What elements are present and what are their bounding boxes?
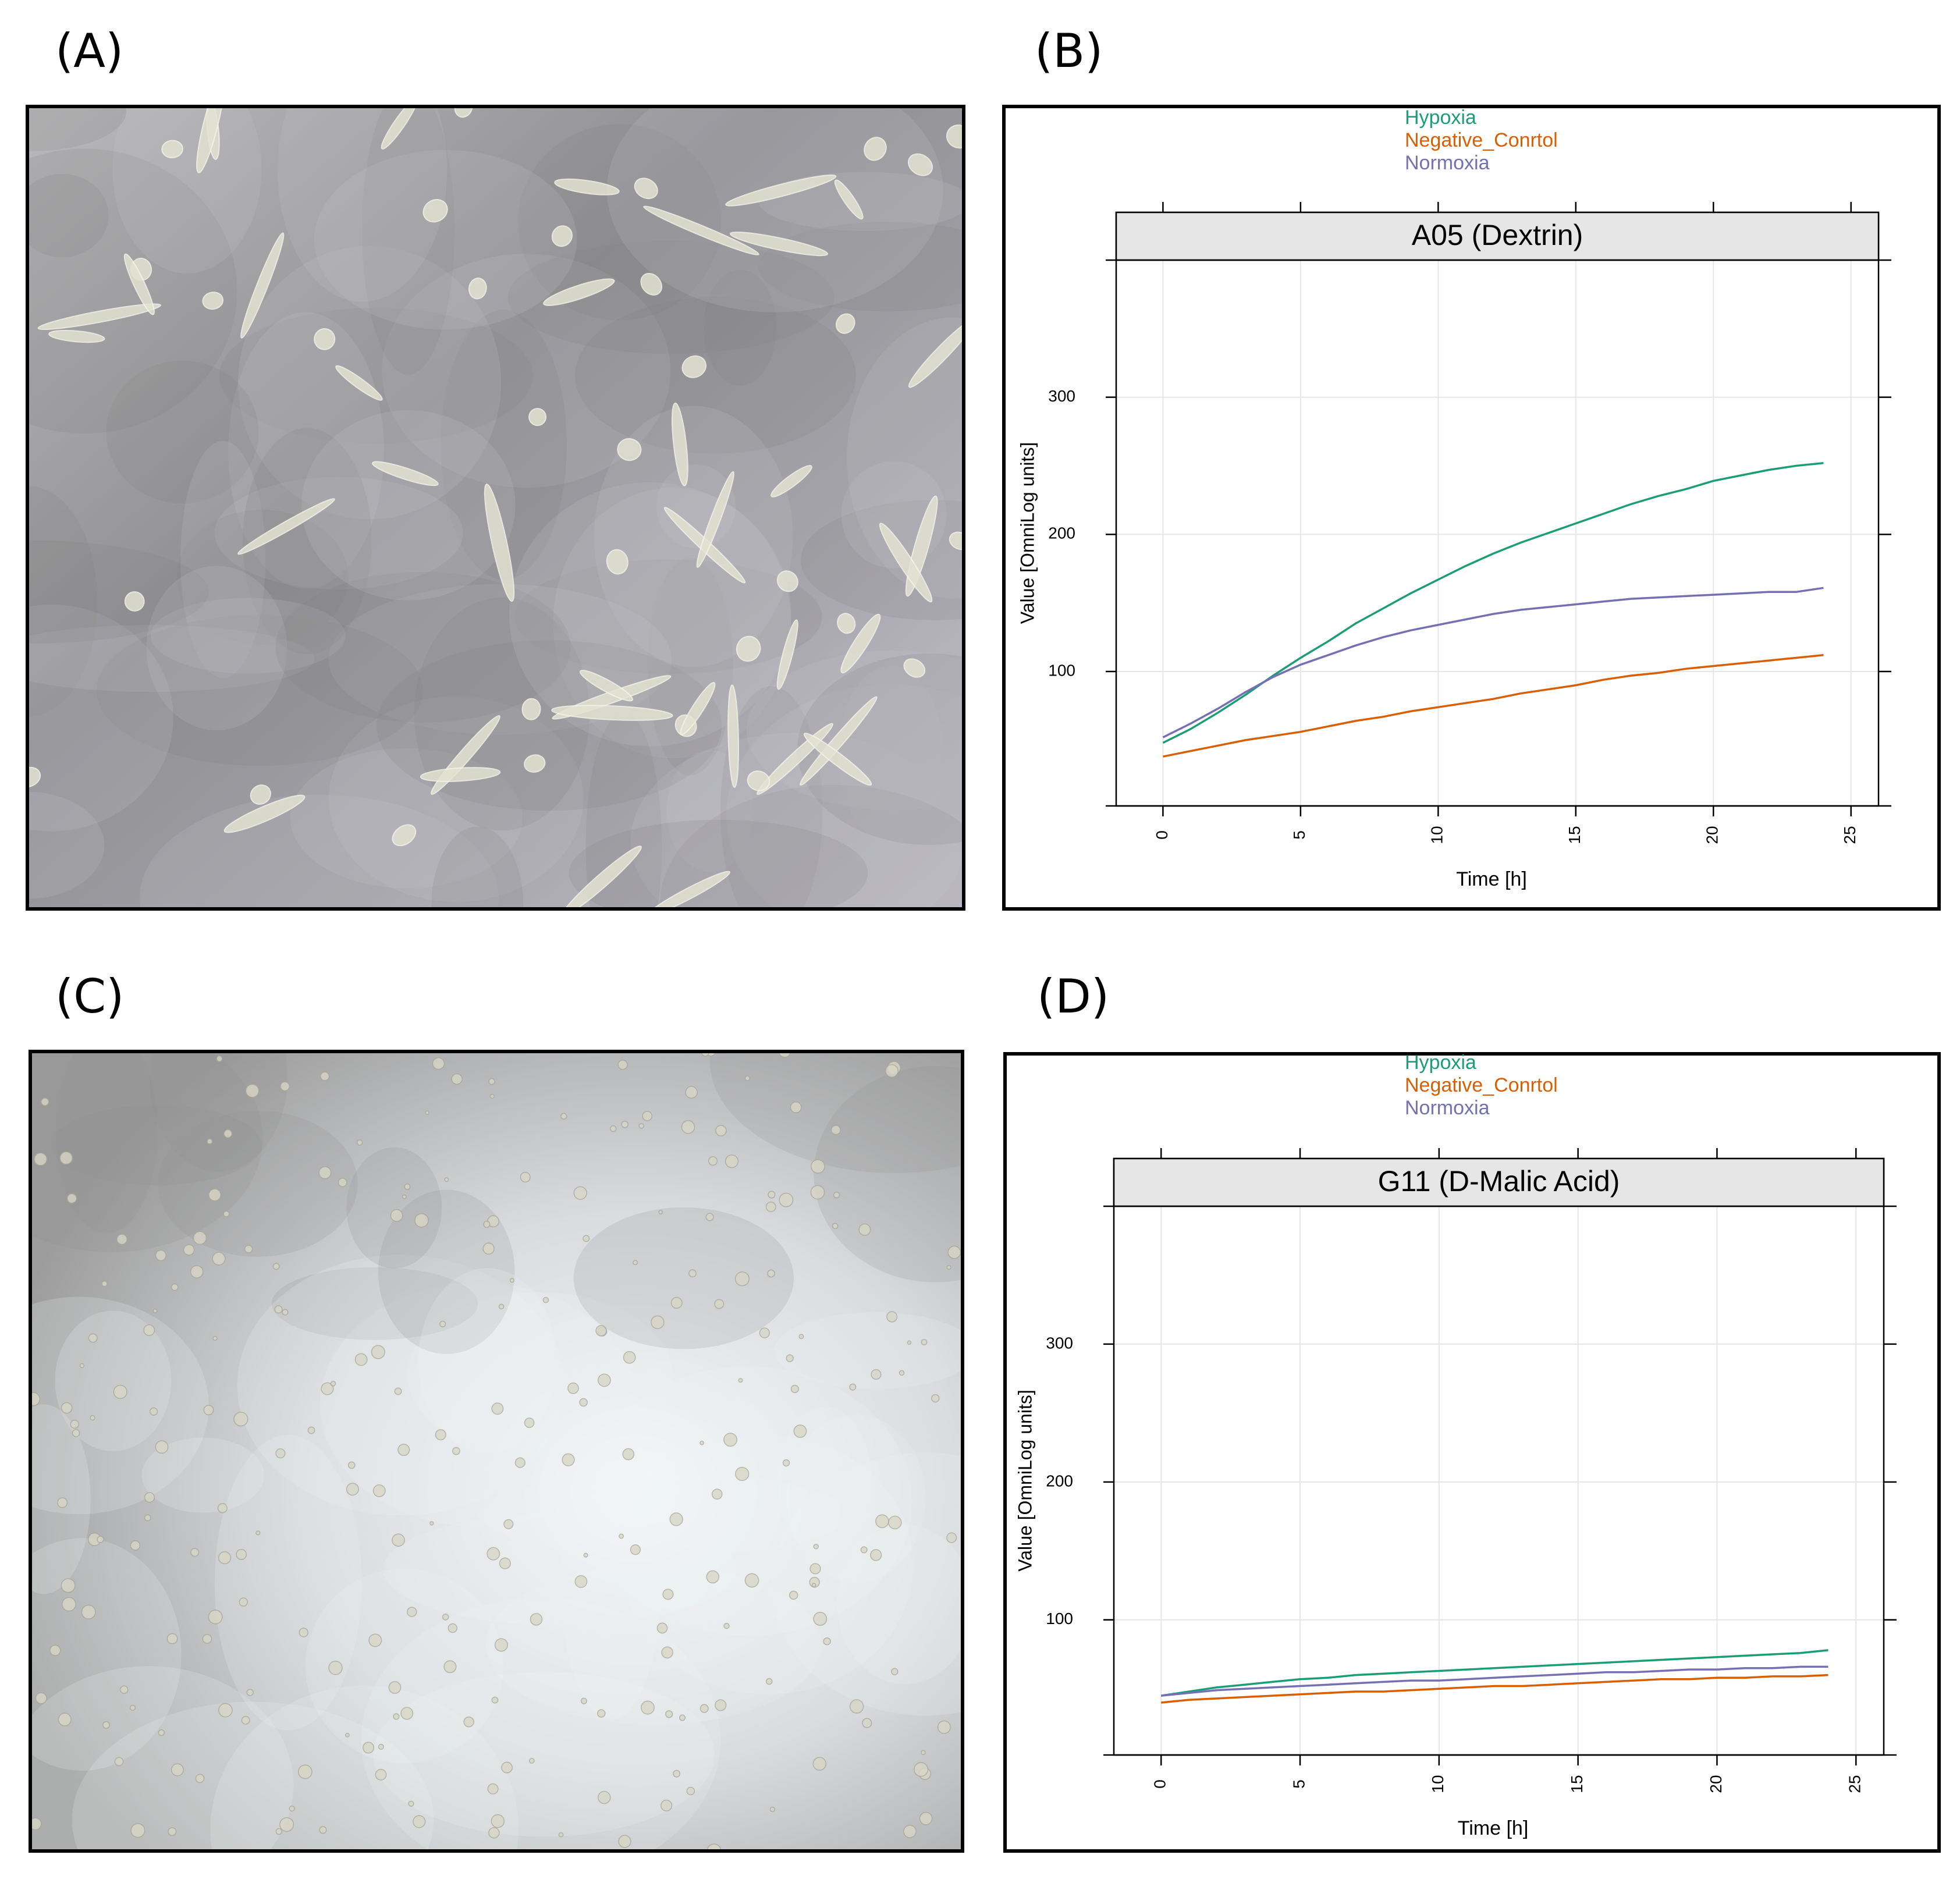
x-tick-label: 25: [1841, 826, 1859, 844]
data-line: [1161, 1665, 1828, 1697]
y-axis-label: Value [OmniLog units]: [1014, 1390, 1035, 1571]
x-tick-label: 0: [1153, 830, 1171, 840]
x-tick-label: 10: [1428, 826, 1446, 844]
panel-label: (B): [1035, 24, 1103, 78]
legend-entry: Hypoxia: [1405, 106, 1476, 129]
y-tick-label: 100: [1048, 661, 1075, 679]
image-frame: [26, 105, 965, 911]
chart-title: G11 (D-Malic Acid): [1378, 1165, 1620, 1198]
legend-entry: Negative_Conrtol: [1405, 129, 1558, 151]
data-line: [1160, 1649, 1828, 1697]
image-frame: [29, 1050, 964, 1853]
data-line: [1162, 587, 1824, 738]
y-tick-label: 300: [1048, 387, 1075, 405]
data-line: [1162, 462, 1824, 744]
chart-title: A05 (Dextrin): [1412, 219, 1583, 251]
x-tick-label: 5: [1290, 830, 1308, 840]
panel-label: (A): [55, 24, 123, 78]
strip: [1115, 211, 1880, 261]
data-line: [1163, 654, 1824, 758]
data-line: [1161, 1674, 1828, 1704]
micrograph: [27, 106, 964, 909]
x-tick-label: 10: [1429, 1775, 1447, 1793]
y-axis-label: Value [OmniLog units]: [1017, 442, 1038, 624]
x-tick-label: 20: [1707, 1775, 1725, 1793]
legend-entry: Normoxia: [1405, 1097, 1490, 1119]
x-axis-label: Time [h]: [1458, 1817, 1529, 1839]
y-tick-label: 200: [1048, 524, 1075, 542]
x-tick-label: 5: [1290, 1779, 1308, 1789]
x-tick-label: 25: [1846, 1775, 1864, 1793]
x-tick-label: 20: [1703, 826, 1721, 844]
x-tick-label: 15: [1568, 1775, 1586, 1793]
y-tick-label: 200: [1046, 1472, 1073, 1490]
legend-entry: Negative_Conrtol: [1405, 1074, 1558, 1096]
x-tick-label: 0: [1151, 1779, 1169, 1789]
legend-entry: Normoxia: [1405, 152, 1490, 174]
legend-entry: Hypoxia: [1405, 1051, 1476, 1074]
x-tick-label: 15: [1565, 826, 1583, 844]
panel-label: (C): [55, 969, 124, 1024]
y-tick-label: 300: [1046, 1334, 1073, 1352]
panel-label: (D): [1037, 969, 1109, 1024]
x-axis-label: Time [h]: [1456, 868, 1527, 890]
micrograph: [30, 1051, 963, 1851]
y-tick-label: 100: [1046, 1610, 1073, 1628]
strip: [1113, 1157, 1885, 1207]
